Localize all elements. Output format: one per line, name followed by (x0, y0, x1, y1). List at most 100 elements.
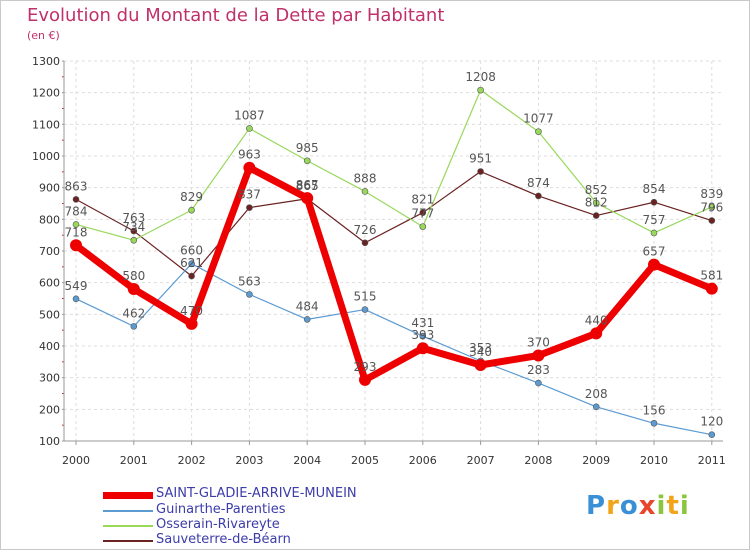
y-tick-label: 600 (39, 277, 60, 290)
data-label: 393 (411, 328, 434, 342)
data-label: 120 (700, 415, 723, 429)
y-tick-label: 1100 (32, 118, 60, 131)
y-tick-label: 900 (39, 182, 60, 195)
data-point (185, 317, 198, 330)
data-point (246, 291, 253, 298)
data-point (243, 161, 256, 174)
data-point (590, 327, 603, 340)
x-tick-label: 2008 (524, 454, 552, 467)
data-label: 1208 (465, 70, 496, 84)
data-point (650, 229, 658, 237)
data-point (592, 199, 600, 207)
data-label: 829 (180, 190, 203, 204)
x-tick-label: 2007 (467, 454, 495, 467)
legend-label: Osserain-Rivareyte (156, 517, 280, 532)
legend-label: Guinarthe-Parenties (156, 502, 286, 517)
data-label: 549 (65, 279, 88, 293)
data-point (188, 260, 195, 267)
data-label: 353 (469, 341, 492, 355)
data-point (72, 196, 80, 203)
x-tick-label: 2009 (582, 454, 610, 467)
data-label: 888 (354, 171, 377, 185)
data-point (246, 125, 253, 132)
data-point (535, 379, 542, 387)
data-point (130, 236, 138, 244)
data-label: 208 (585, 387, 608, 401)
y-tick-label: 300 (39, 372, 60, 385)
data-point (188, 206, 195, 214)
legend-swatch (103, 491, 153, 499)
data-label: 621 (180, 256, 203, 270)
data-label: 865 (296, 179, 319, 193)
chart-title: Evolution du Montant de la Dette par Hab… (27, 5, 445, 26)
data-point (705, 282, 718, 295)
x-tick-label: 2003 (235, 454, 263, 467)
grid (64, 60, 723, 442)
data-point (361, 188, 369, 195)
data-point (419, 223, 427, 230)
logo-letter: o (619, 491, 639, 521)
data-point (535, 128, 542, 135)
data-point (130, 323, 138, 330)
data-point (708, 431, 716, 438)
x-tick-label: 2001 (120, 454, 148, 467)
y-tick-label: 200 (39, 403, 60, 416)
y-tick-label: 800 (39, 213, 60, 226)
x-tick-label: 2010 (640, 454, 668, 467)
x-tick-label: 2006 (409, 454, 437, 467)
data-point (648, 258, 660, 271)
data-label: 852 (585, 183, 608, 197)
data-label: 156 (643, 403, 666, 417)
data-point (301, 192, 314, 205)
data-label: 839 (700, 187, 723, 201)
x-tick-label: 2011 (698, 454, 726, 467)
data-label: 657 (643, 245, 666, 259)
data-label: 660 (180, 244, 203, 258)
data-label: 863 (65, 179, 88, 193)
series (70, 86, 718, 438)
data-point (359, 373, 371, 386)
logo-letter: x (638, 491, 657, 521)
data-point (592, 212, 600, 219)
data-point (419, 209, 427, 216)
x-tick-label: 2002 (178, 454, 206, 467)
logo-letter: r (606, 491, 620, 521)
data-point (650, 419, 658, 427)
data-label: 763 (122, 211, 145, 225)
legend-swatch (103, 525, 153, 527)
data-label: 580 (122, 269, 145, 283)
y-tick-label: 500 (39, 308, 60, 321)
data-point (70, 239, 82, 252)
logo-letter: P (586, 491, 607, 521)
data-label: 283 (527, 363, 550, 377)
data-label: 963 (238, 148, 261, 162)
chart-subtitle: (en €) (27, 29, 60, 42)
x-tick-label: 2004 (293, 454, 321, 467)
y-tick-label: 700 (39, 245, 60, 258)
logo-letter: t (666, 491, 680, 521)
data-label: 757 (643, 213, 666, 227)
data-label: 867 (296, 178, 319, 192)
y-tick-label: 100 (39, 435, 60, 448)
data-label: 1077 (523, 112, 554, 126)
data-point (72, 295, 80, 303)
data-point (303, 316, 311, 323)
y-tick-label: 1200 (32, 87, 60, 100)
legend-swatch (103, 510, 153, 512)
data-label: 462 (122, 306, 145, 320)
logo-letter: i (679, 491, 690, 521)
data-label: 951 (469, 152, 492, 166)
data-label: 777 (411, 207, 434, 221)
legend-label: SAINT-GLADIE-ARRIVE-MUNEIN (156, 486, 357, 501)
data-label: 854 (643, 182, 666, 196)
data-point (188, 272, 195, 280)
data-point (477, 86, 484, 94)
data-point (708, 203, 716, 211)
axes: 100 200 300 400 500 600 700 800 900 1000 1100 1200 1… (32, 55, 726, 467)
data-label: 440 (585, 313, 608, 327)
data-point (650, 198, 658, 206)
data-point (474, 359, 487, 371)
legend-swatch (103, 540, 153, 542)
data-label: 431 (411, 316, 434, 330)
